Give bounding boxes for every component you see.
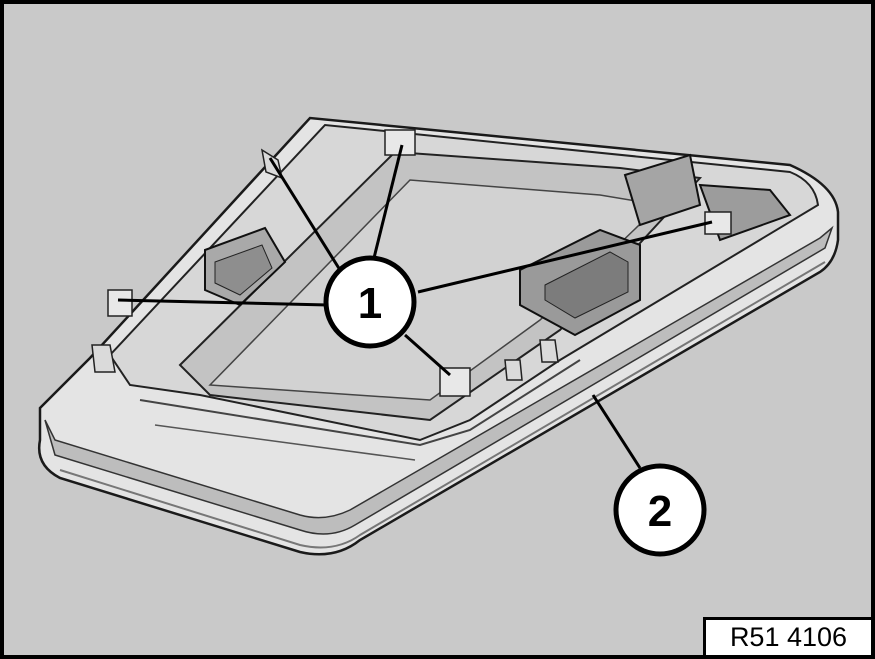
callout-2-circle — [613, 463, 707, 557]
leader-line-callout-2 — [591, 394, 642, 469]
callout-1: 1 — [323, 255, 417, 349]
leader-lines-callout-1 — [117, 144, 713, 377]
callout-2-label: 2 — [648, 487, 672, 536]
callout-1-label: 1 — [358, 279, 382, 328]
callout-2: 2 — [613, 463, 707, 557]
reference-code-box: R51 4106 — [703, 617, 871, 655]
reference-code: R51 4106 — [729, 622, 848, 652]
internal-components — [91, 129, 792, 397]
callout-1-circle — [323, 255, 417, 349]
